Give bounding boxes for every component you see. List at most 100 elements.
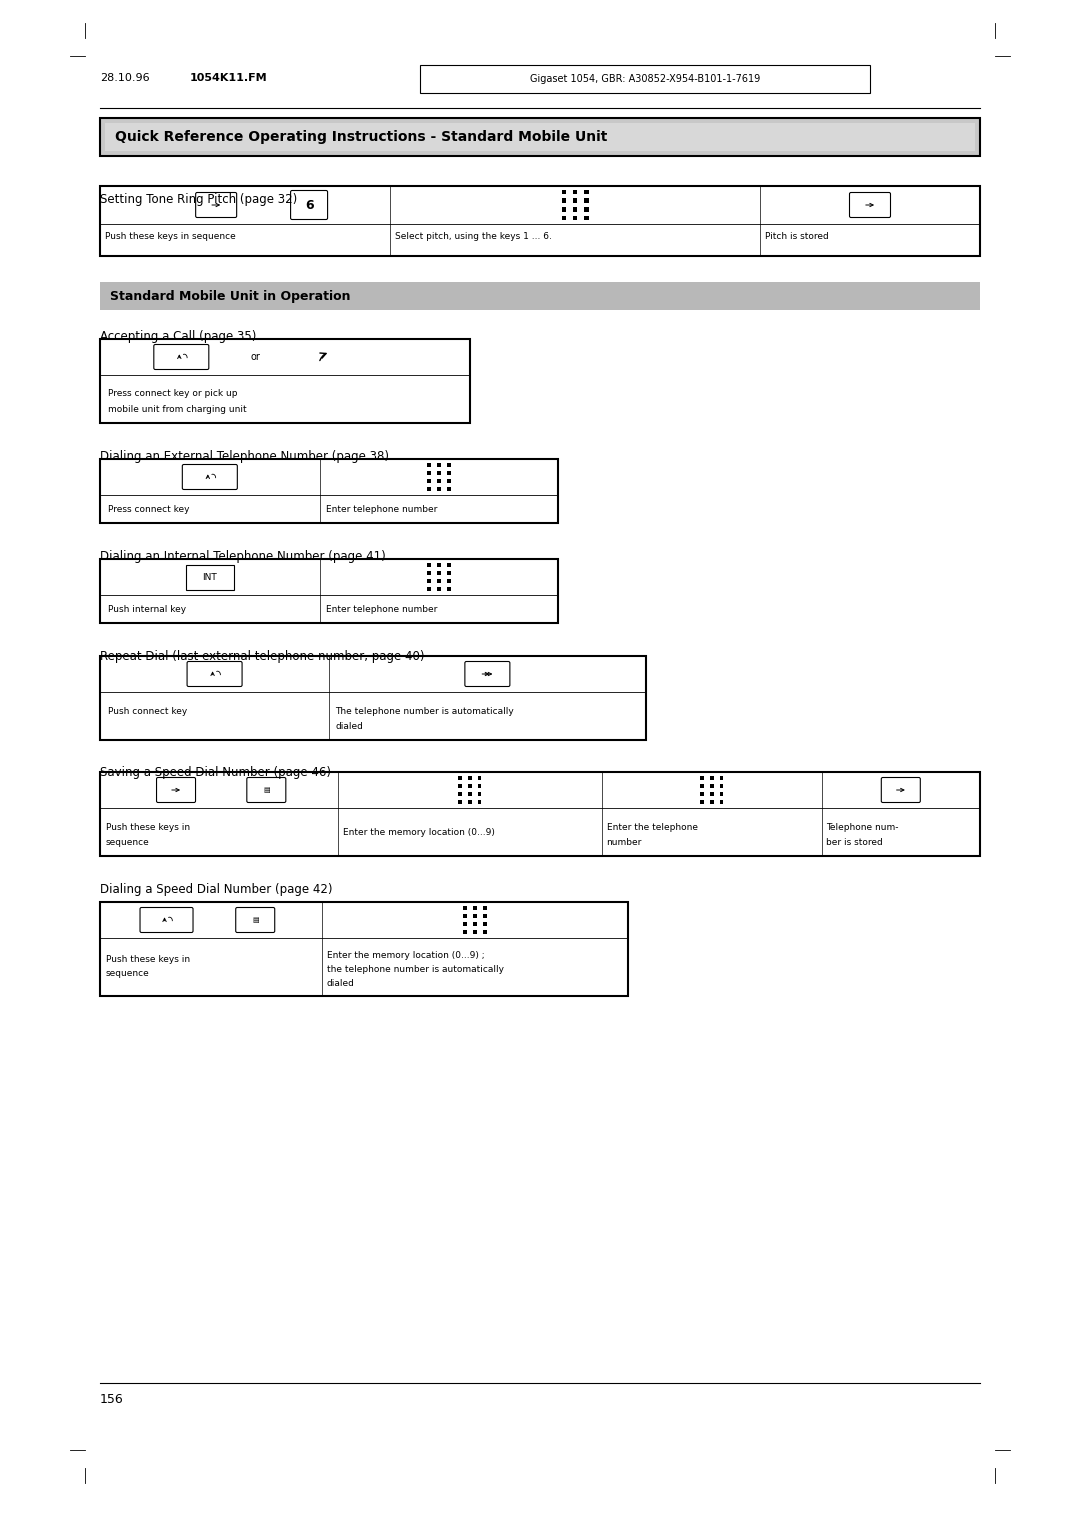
Bar bbox=[562, 189, 566, 194]
Bar bbox=[473, 914, 477, 918]
Text: Setting Tone Ring Pitch (page 32): Setting Tone Ring Pitch (page 32) bbox=[100, 193, 297, 206]
Bar bbox=[436, 579, 441, 582]
Bar bbox=[463, 929, 467, 934]
Bar bbox=[446, 587, 450, 590]
Bar bbox=[473, 921, 477, 926]
Bar bbox=[700, 784, 704, 788]
Bar bbox=[473, 906, 477, 911]
Bar bbox=[105, 122, 975, 151]
Text: Push connect key: Push connect key bbox=[108, 706, 187, 715]
Bar bbox=[100, 339, 470, 423]
Bar bbox=[562, 215, 566, 220]
Bar bbox=[719, 792, 724, 796]
Bar bbox=[562, 208, 566, 211]
Text: The telephone number is automatically: The telephone number is automatically bbox=[335, 706, 514, 715]
Bar bbox=[700, 792, 704, 796]
Bar bbox=[584, 215, 589, 220]
Text: Dialing a Speed Dial Number (page 42): Dialing a Speed Dial Number (page 42) bbox=[100, 883, 333, 895]
Text: Gigaset 1054, GBR: A30852-X954-B101-1-7619: Gigaset 1054, GBR: A30852-X954-B101-1-76… bbox=[530, 73, 760, 84]
Bar bbox=[436, 571, 441, 575]
Bar bbox=[446, 478, 450, 483]
Bar bbox=[463, 906, 467, 911]
Bar bbox=[458, 784, 461, 788]
FancyBboxPatch shape bbox=[850, 193, 891, 217]
Bar bbox=[427, 564, 431, 567]
Text: 28.10.96: 28.10.96 bbox=[100, 73, 150, 83]
Bar bbox=[483, 921, 487, 926]
Bar bbox=[468, 799, 472, 804]
Bar bbox=[100, 656, 646, 740]
Text: ▤: ▤ bbox=[252, 917, 258, 923]
Text: dialed: dialed bbox=[335, 721, 363, 730]
Text: Standard Mobile Unit in Operation: Standard Mobile Unit in Operation bbox=[110, 289, 351, 303]
Text: ▤: ▤ bbox=[264, 787, 270, 793]
Bar bbox=[719, 784, 724, 788]
Bar bbox=[477, 776, 482, 781]
Bar bbox=[573, 189, 578, 194]
Bar bbox=[710, 776, 714, 781]
Text: Push internal key: Push internal key bbox=[108, 605, 186, 614]
Bar bbox=[477, 792, 482, 796]
Bar bbox=[477, 799, 482, 804]
Bar bbox=[562, 199, 566, 203]
Bar bbox=[477, 784, 482, 788]
Text: 156: 156 bbox=[100, 1394, 124, 1406]
Bar bbox=[427, 463, 431, 468]
Text: Enter the telephone: Enter the telephone bbox=[607, 822, 698, 831]
Bar bbox=[473, 929, 477, 934]
Bar bbox=[436, 463, 441, 468]
Text: Accepting a Call (page 35): Accepting a Call (page 35) bbox=[100, 330, 256, 342]
Text: Press connect key or pick up: Press connect key or pick up bbox=[108, 390, 238, 399]
Bar bbox=[436, 486, 441, 490]
FancyBboxPatch shape bbox=[140, 908, 193, 932]
Text: sequence: sequence bbox=[106, 837, 150, 847]
Bar bbox=[427, 587, 431, 590]
Bar bbox=[100, 772, 980, 856]
FancyBboxPatch shape bbox=[157, 778, 195, 802]
Bar bbox=[468, 792, 472, 796]
Text: mobile unit from charging unit: mobile unit from charging unit bbox=[108, 405, 246, 414]
Text: Press connect key: Press connect key bbox=[108, 504, 189, 513]
Bar bbox=[584, 199, 589, 203]
Text: Enter telephone number: Enter telephone number bbox=[326, 504, 437, 513]
Bar bbox=[100, 186, 980, 257]
Bar bbox=[427, 486, 431, 490]
Bar bbox=[427, 579, 431, 582]
Bar bbox=[100, 902, 627, 996]
Bar bbox=[573, 199, 578, 203]
Text: Push these keys in: Push these keys in bbox=[106, 822, 190, 831]
Text: dialed: dialed bbox=[327, 978, 354, 987]
Bar bbox=[700, 776, 704, 781]
Bar bbox=[446, 463, 450, 468]
FancyBboxPatch shape bbox=[291, 191, 327, 220]
Bar bbox=[458, 792, 461, 796]
Bar bbox=[436, 564, 441, 567]
Text: the telephone number is automatically: the telephone number is automatically bbox=[327, 964, 503, 973]
FancyBboxPatch shape bbox=[187, 662, 242, 686]
Bar bbox=[427, 471, 431, 475]
Bar bbox=[468, 776, 472, 781]
Text: ber is stored: ber is stored bbox=[825, 837, 882, 847]
Text: Dialing an Internal Telephone Number (page 41): Dialing an Internal Telephone Number (pa… bbox=[100, 550, 386, 562]
Bar bbox=[100, 458, 557, 523]
FancyBboxPatch shape bbox=[235, 908, 274, 932]
FancyBboxPatch shape bbox=[881, 778, 920, 802]
Text: Pitch is stored: Pitch is stored bbox=[765, 232, 828, 240]
Bar bbox=[100, 559, 557, 623]
Bar bbox=[483, 929, 487, 934]
Bar bbox=[710, 799, 714, 804]
Bar bbox=[100, 118, 980, 156]
Bar bbox=[458, 776, 461, 781]
Text: Repeat Dial (last external telephone number, page 40): Repeat Dial (last external telephone num… bbox=[100, 649, 424, 663]
Text: Enter the memory location (0...9): Enter the memory location (0...9) bbox=[342, 828, 495, 836]
FancyBboxPatch shape bbox=[464, 662, 510, 686]
Bar bbox=[446, 486, 450, 490]
Text: Enter telephone number: Enter telephone number bbox=[326, 605, 437, 614]
Bar bbox=[463, 921, 467, 926]
Text: 1054K11.FM: 1054K11.FM bbox=[190, 73, 268, 83]
Bar bbox=[463, 914, 467, 918]
Bar bbox=[427, 478, 431, 483]
Text: INT: INT bbox=[202, 573, 217, 582]
Text: Saving a Speed Dial Number (page 46): Saving a Speed Dial Number (page 46) bbox=[100, 766, 330, 779]
Bar bbox=[446, 571, 450, 575]
